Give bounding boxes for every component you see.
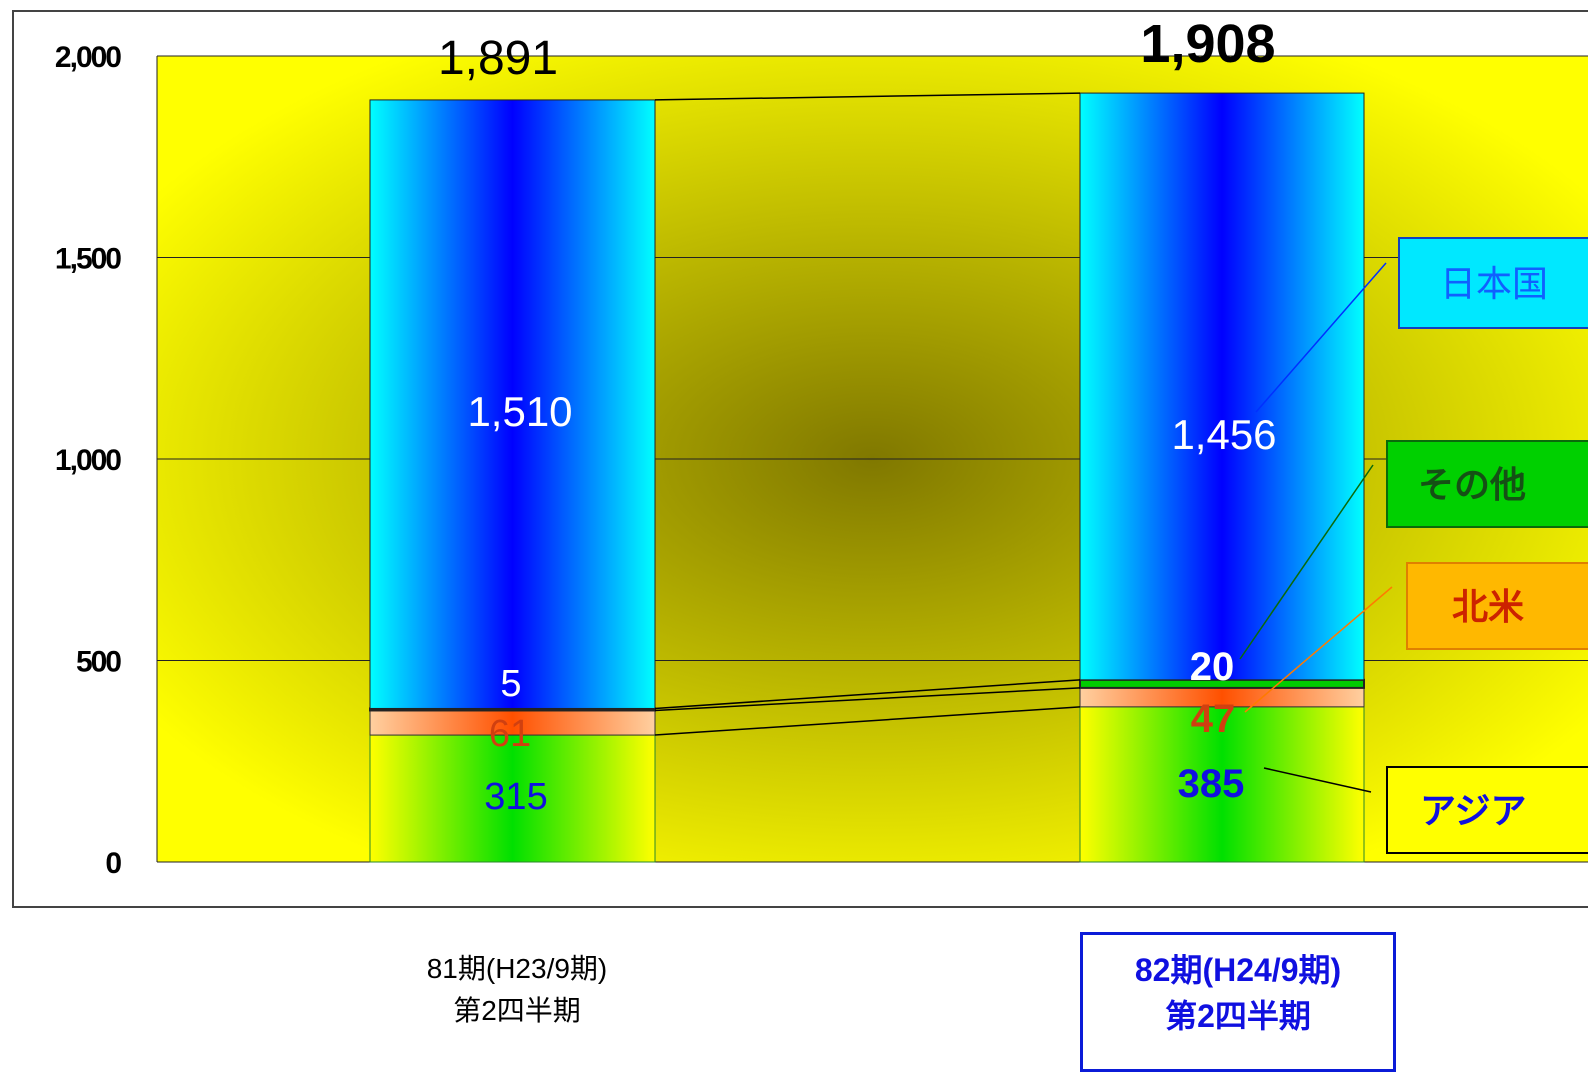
y-tick-label: 500	[76, 646, 121, 679]
legend-other-leader-line	[1239, 464, 1374, 660]
connector-line	[654, 92, 1081, 101]
category-label-line: 第2四半期	[1165, 998, 1311, 1034]
legend-domestic-leader-line	[1255, 262, 1387, 413]
bar-segment	[369, 709, 656, 736]
y-tick-label: 1,000	[55, 444, 121, 477]
data-label-asia-82: 385	[1178, 762, 1245, 806]
connector-line	[654, 706, 1081, 736]
bar-segment	[1079, 706, 1365, 863]
bar-segment	[369, 734, 656, 863]
data-label-other-81: 5	[500, 663, 521, 705]
legend-asia-text: アジア	[1420, 791, 1527, 832]
legend-other-text: その他	[1418, 465, 1526, 506]
category-label-line: 82期(H24/9期)	[1134, 952, 1342, 988]
legend-north-america-box	[1406, 562, 1588, 650]
total-label-81: 1,891	[438, 32, 558, 85]
category-label-81: 81期(H23/9期) 第2四半期	[367, 948, 667, 1032]
data-label-domestic-81: 1,510	[467, 388, 572, 435]
category-label-line: 第2四半期	[453, 995, 581, 1026]
category-label-82: 82期(H24/9期) 第2四半期	[1080, 932, 1396, 1072]
category-label-line: 81期(H23/9期)	[426, 953, 608, 984]
y-tick-label: 2,000	[55, 41, 121, 74]
bar-segment	[1079, 92, 1365, 681]
data-label-na-82: 47	[1191, 697, 1236, 741]
data-label-other-82: 20	[1190, 645, 1235, 689]
data-label-asia-81: 315	[484, 776, 547, 818]
total-label-82: 1,908	[1140, 14, 1275, 74]
data-label-domestic-82: 1,456	[1171, 411, 1276, 458]
legend-domestic-text: 日本国	[1440, 264, 1548, 305]
connector-line	[654, 687, 1081, 712]
data-label-na-81: 61	[489, 713, 531, 755]
y-tick-label: 1,500	[55, 243, 121, 276]
connector-line	[654, 679, 1081, 710]
legend-domestic-box	[1398, 237, 1588, 329]
bar-segment	[369, 99, 656, 709]
legend-other-box	[1386, 440, 1588, 528]
legend-asia-leader-line	[1263, 767, 1372, 793]
legend-north-america-leader-line	[1244, 586, 1393, 713]
legend-asia-box	[1386, 766, 1588, 854]
legend-north-america-text: 北米	[1452, 587, 1524, 628]
y-tick-label: 0	[105, 847, 121, 880]
